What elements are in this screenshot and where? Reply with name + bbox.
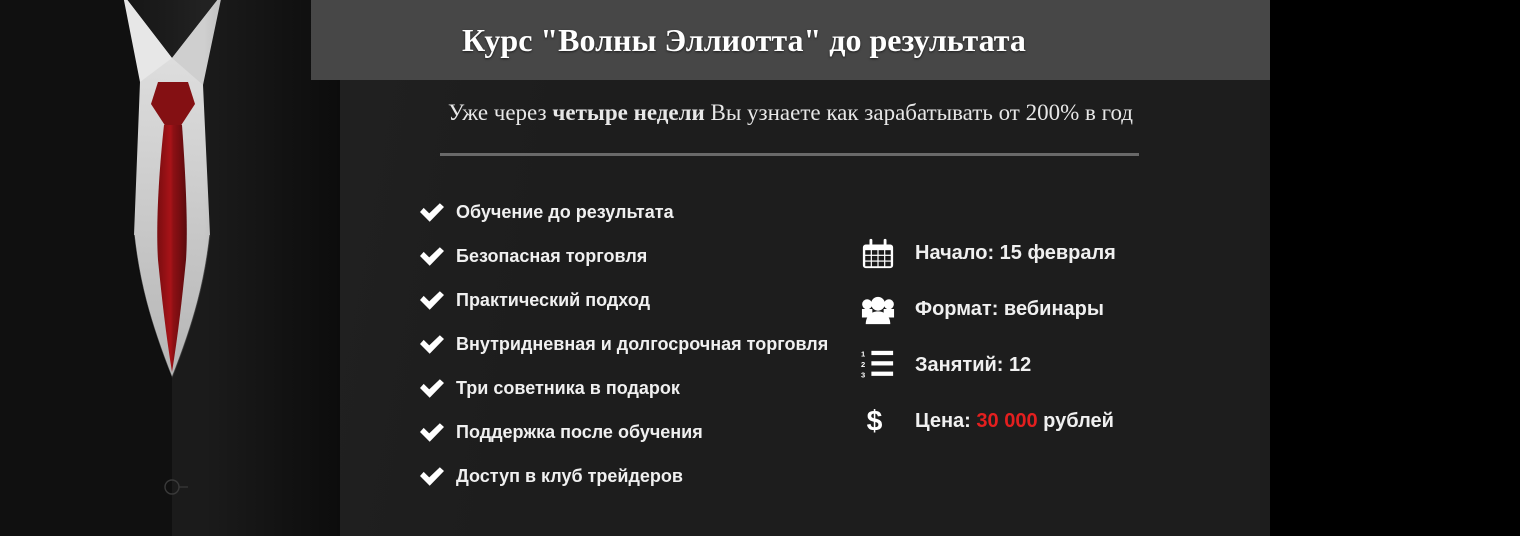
- svg-text:$: $: [867, 405, 883, 437]
- svg-text:3: 3: [861, 370, 865, 379]
- svg-text:2: 2: [861, 360, 865, 369]
- svg-text:1: 1: [861, 350, 865, 359]
